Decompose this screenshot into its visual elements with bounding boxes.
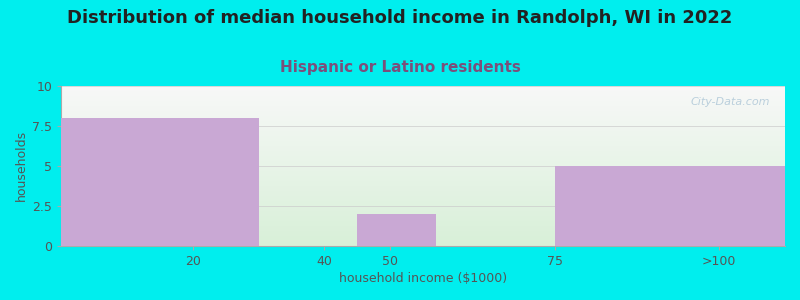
Bar bbox=[358, 214, 436, 246]
X-axis label: household income ($1000): household income ($1000) bbox=[339, 272, 507, 285]
Y-axis label: households: households bbox=[15, 130, 28, 202]
Bar bbox=[61, 118, 258, 246]
Text: City-Data.com: City-Data.com bbox=[691, 97, 770, 107]
Text: Distribution of median household income in Randolph, WI in 2022: Distribution of median household income … bbox=[67, 9, 733, 27]
Text: Hispanic or Latino residents: Hispanic or Latino residents bbox=[279, 60, 521, 75]
Bar bbox=[554, 166, 785, 246]
